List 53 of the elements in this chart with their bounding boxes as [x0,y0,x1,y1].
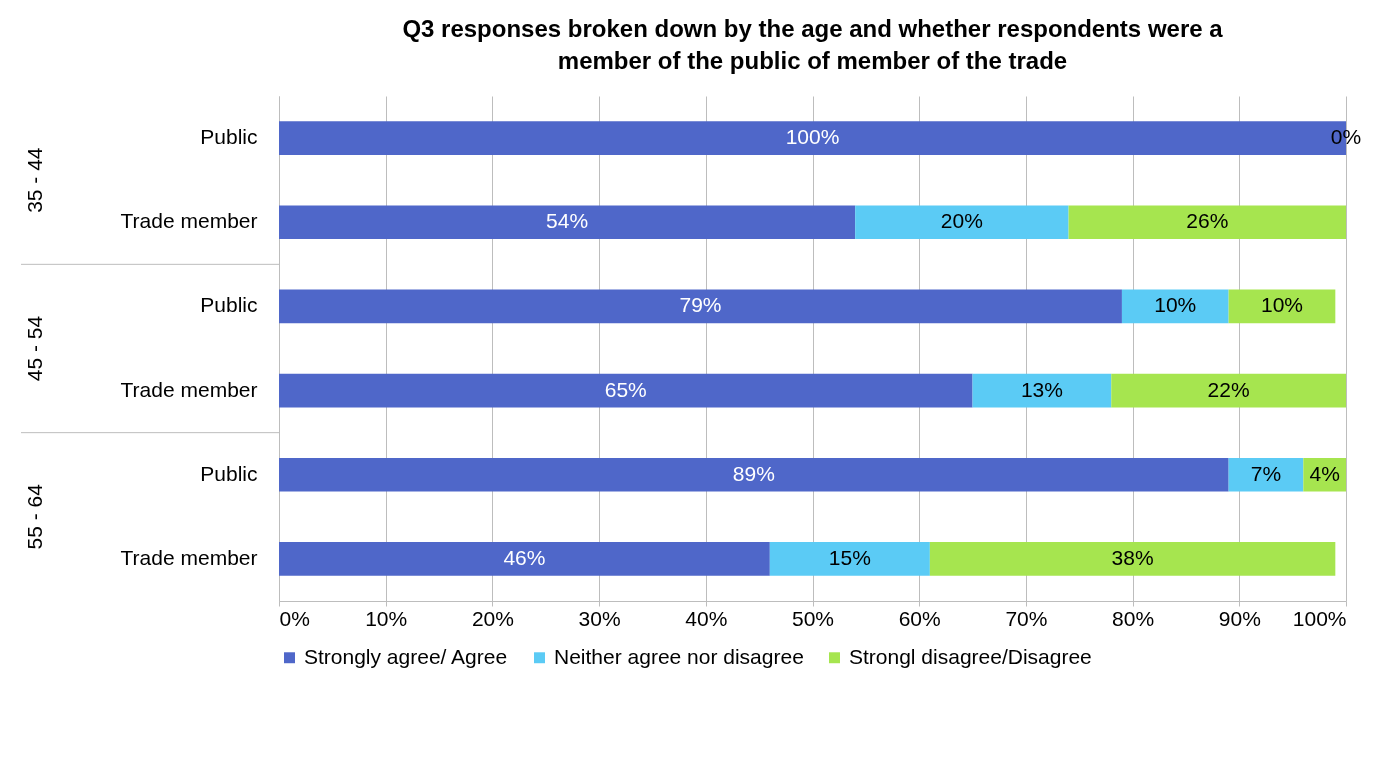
data-label: 46% [503,545,546,569]
bar [972,373,1112,408]
y-tick-label: Public [200,293,258,317]
data-label: 20% [940,209,983,233]
data-label: 10% [1154,293,1197,317]
data-label: 79% [679,293,722,317]
data-label: 4% [1309,461,1340,485]
legend-label: Neither agree nor disagree [554,644,804,668]
text: 35 - 44 [23,147,46,213]
data-label: 26% [1186,209,1229,233]
bar [279,205,856,240]
data-label: 89% [732,461,775,485]
bar [279,542,770,576]
x-tick-label: 40% [685,606,728,630]
text: 55 - 64 [23,483,46,550]
bar [279,457,1229,492]
y-tick-label: Public [200,461,258,485]
bar [1068,205,1346,240]
data-label: 7% [1250,461,1282,485]
y-tick-label: Trade member [120,377,258,401]
bar [279,373,973,408]
x-tick-label: 0% [279,606,310,630]
x-tick-label: 60% [898,606,941,630]
bar [769,542,930,576]
x-tick-label: 70% [1005,606,1048,630]
data-label: 13% [1020,377,1063,401]
chart-title: Q3 responses broken down by the age and whether respondents were a member of the public of member of the trade [402,15,1224,74]
text: 45 - 54 [23,315,46,382]
data-label: 15% [828,545,871,569]
x-tick-label: 100% [1292,606,1347,630]
x-tick-label: 30% [578,606,621,630]
legend-label: Strongl disagree/Disagree [849,644,1092,668]
data-label: 10% [1260,293,1303,317]
bar [929,542,1336,576]
bar [279,289,1122,324]
x-tick-label: 20% [471,606,514,630]
data-label: 65% [604,377,647,401]
legend-label: Strongly agree/ Agree [304,644,508,668]
x-tick-label: 90% [1218,606,1261,630]
y-tick-label: Trade member [120,545,258,569]
data-label: 22% [1207,377,1250,401]
x-tick-label: 10% [365,606,408,630]
bar [1111,373,1346,408]
bar [855,205,1069,240]
bar [1121,289,1229,324]
y-tick-label: Public [200,125,258,149]
data-label: 54% [546,209,589,233]
x-tick-label: 50% [791,606,835,630]
y-tick-label: Trade member [120,209,258,233]
data-label: 100% [785,125,840,149]
x-tick-label: 80% [1112,606,1155,630]
data-label: 38% [1111,545,1154,569]
bar [1228,457,1304,492]
